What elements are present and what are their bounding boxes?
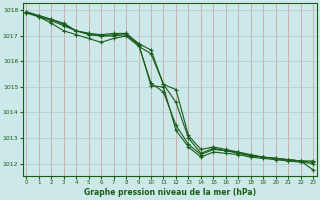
X-axis label: Graphe pression niveau de la mer (hPa): Graphe pression niveau de la mer (hPa) (84, 188, 256, 197)
